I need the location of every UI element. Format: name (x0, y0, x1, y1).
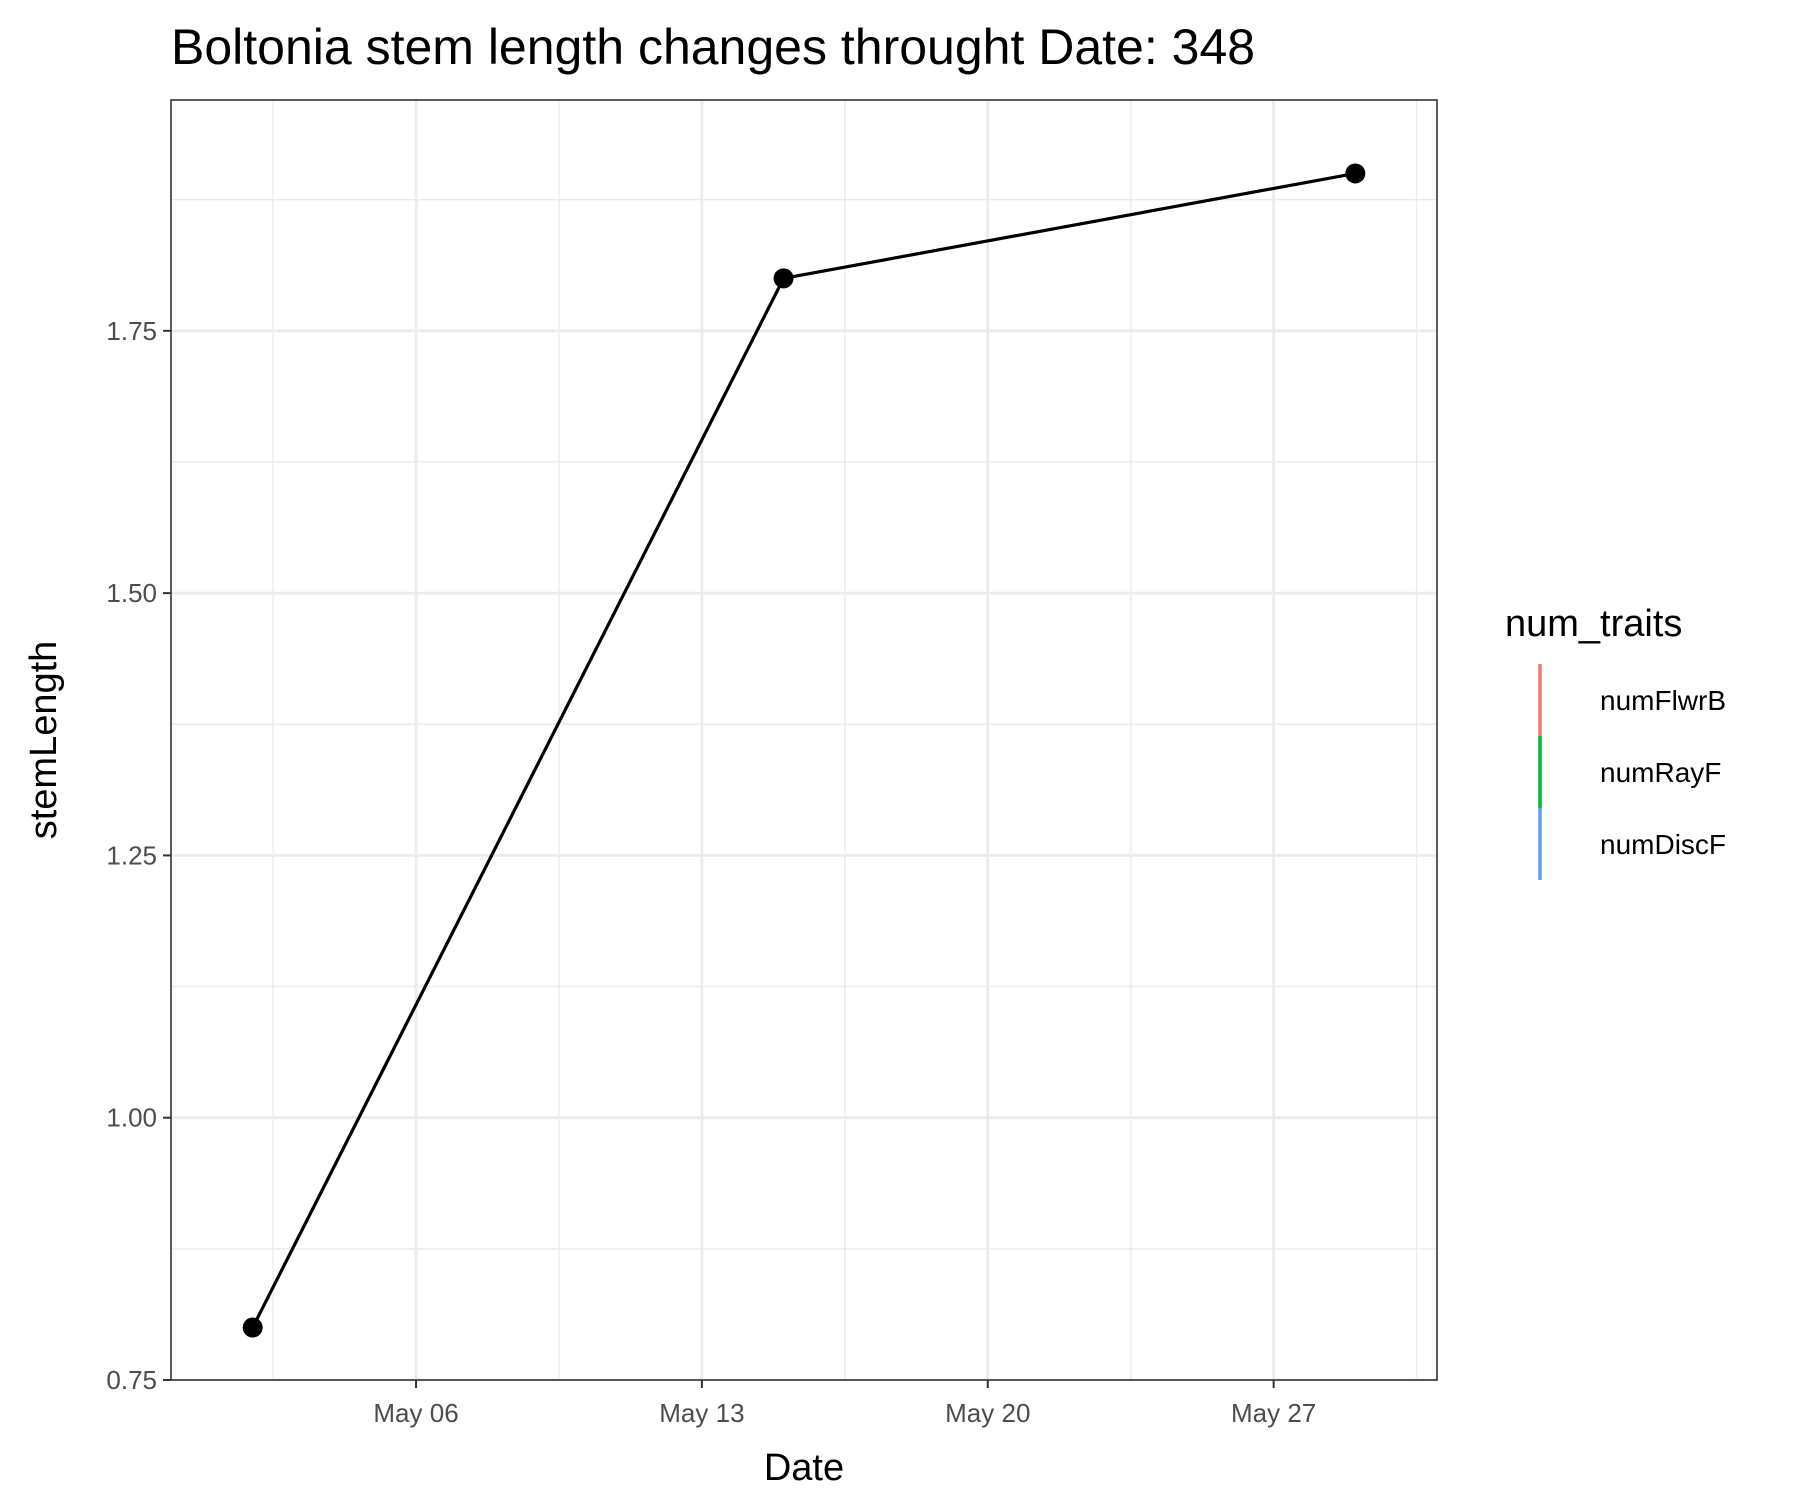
x-tick-label: May 13 (659, 1398, 744, 1428)
chart-title: Boltonia stem length changes throught Da… (171, 19, 1255, 75)
x-axis-title: Date (764, 1447, 844, 1489)
series-layer (242, 163, 1366, 1338)
grid-minor (171, 100, 1437, 1380)
y-tick-label: 0.75 (106, 1365, 157, 1395)
y-axis: 0.75 1.00 1.25 1.50 1.75 (106, 316, 171, 1395)
legend: num_traits numFlwrB numRayF numDiscF (1505, 603, 1726, 880)
y-tick-label: 1.50 (106, 578, 157, 608)
legend-entry-label: numRayF (1600, 757, 1721, 788)
panel-border (170, 99, 1438, 1381)
legend-title: num_traits (1505, 603, 1682, 645)
y-tick-label: 1.75 (106, 316, 157, 346)
y-axis-title: stemLength (23, 641, 65, 840)
plot-area (170, 99, 1438, 1382)
legend-entry-label: numFlwrB (1600, 685, 1726, 716)
data-point (773, 268, 794, 289)
y-tick-label: 1.00 (106, 1103, 157, 1133)
x-tick-label: May 27 (1231, 1398, 1316, 1428)
x-axis: May 06 May 13 May 20 May 27 (373, 1380, 1316, 1428)
panel-background (171, 100, 1437, 1380)
legend-entries: numFlwrB numRayF numDiscF (1538, 664, 1726, 880)
y-tick-label: 1.25 (106, 840, 157, 870)
x-tick-label: May 20 (945, 1398, 1030, 1428)
x-tick-label: May 06 (373, 1398, 458, 1428)
data-point (242, 1317, 263, 1338)
legend-entry-label: numDiscF (1600, 829, 1726, 860)
data-point (1345, 163, 1366, 184)
